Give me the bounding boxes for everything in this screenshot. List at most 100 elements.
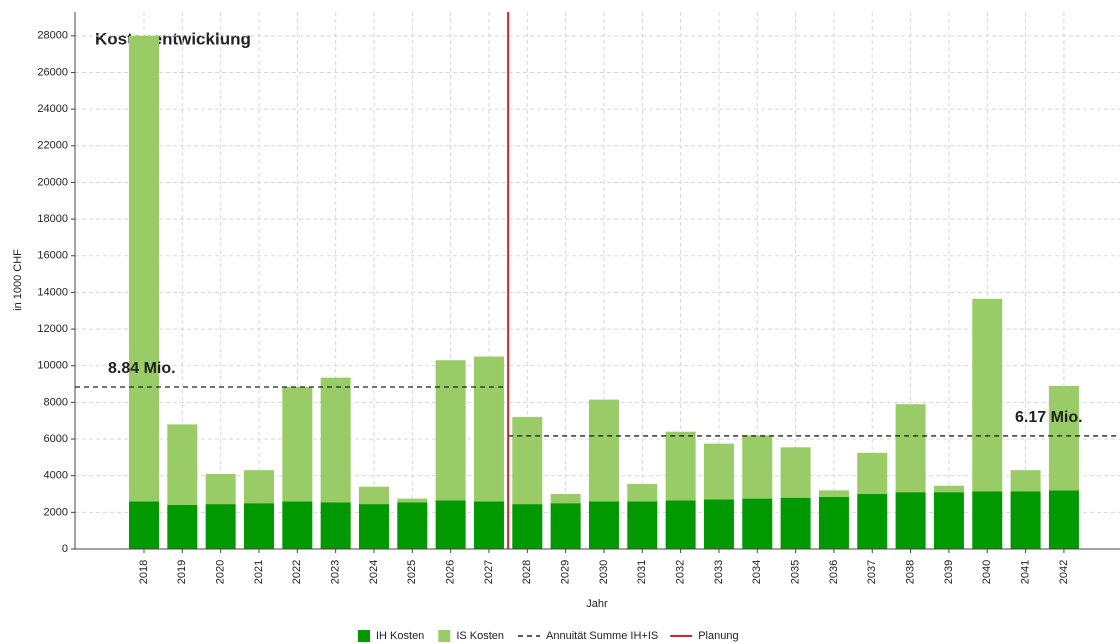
bar-segment (818, 490, 849, 497)
bar-segment (588, 501, 619, 549)
bar-segment (972, 491, 1003, 549)
chart-title: Kostenentwicklung (95, 29, 251, 48)
annuity-label: 8.84 Mio. (108, 360, 176, 377)
y-tick-label: 14000 (37, 286, 68, 298)
bar-segment (473, 501, 504, 549)
y-tick-label: 8000 (44, 396, 68, 408)
x-tick-label: 2042 (1058, 560, 1070, 584)
x-tick-label: 2031 (636, 560, 648, 584)
bar-segment (665, 500, 696, 549)
x-tick-label: 2026 (445, 560, 457, 584)
bar-segment (358, 486, 389, 505)
bar-segment (627, 501, 658, 549)
legend-swatch (358, 630, 370, 642)
x-tick-label: 2033 (713, 560, 725, 584)
bar-segment (972, 298, 1003, 492)
legend-label: IH Kosten (376, 630, 424, 642)
x-tick-label: 2024 (368, 560, 380, 584)
bar-segment (550, 503, 581, 549)
x-tick-label: 2039 (943, 560, 955, 584)
bar-segment (129, 501, 159, 549)
bar-segment (167, 424, 198, 506)
x-tick-label: 2040 (981, 560, 993, 584)
x-axis-label: Jahr (586, 598, 608, 610)
bar-segment (205, 473, 236, 505)
y-tick-label: 4000 (44, 470, 68, 482)
bar-segment (512, 504, 543, 549)
legend-label: IS Kosten (456, 630, 504, 642)
bar-segment (895, 404, 926, 493)
bar-segment (435, 500, 466, 549)
bar-segment (320, 377, 351, 503)
x-tick-label: 2027 (483, 560, 495, 584)
x-tick-label: 2025 (406, 560, 418, 584)
annuity-label: 6.17 Mio. (1015, 409, 1083, 426)
x-tick-label: 2030 (598, 560, 610, 584)
x-tick-label: 2022 (291, 560, 303, 584)
bar-segment (205, 504, 236, 549)
bar-segment (397, 498, 428, 503)
bar-segment (1010, 470, 1041, 492)
bar-segment (665, 431, 696, 501)
y-tick-label: 26000 (37, 66, 68, 78)
x-tick-label: 2018 (138, 560, 150, 584)
y-tick-label: 10000 (37, 360, 68, 372)
bar-segment (895, 492, 926, 549)
bar-segment (1010, 491, 1041, 549)
bar-segment (933, 492, 964, 549)
y-tick-label: 16000 (37, 250, 68, 262)
y-tick-label: 22000 (37, 140, 68, 152)
bar-segment (129, 35, 159, 502)
y-tick-label: 12000 (37, 323, 68, 335)
bar-segment (703, 443, 734, 500)
bar-segment (857, 494, 888, 549)
x-tick-label: 2028 (521, 560, 533, 584)
bar-segment (397, 502, 428, 549)
bar-segment (243, 503, 274, 549)
y-tick-label: 20000 (37, 176, 68, 188)
bar-segment (703, 499, 734, 549)
bar-segment (588, 399, 619, 502)
bar-segment (550, 494, 581, 504)
bar-segment (742, 435, 773, 499)
bar-segment (243, 470, 274, 504)
x-tick-label: 2034 (751, 560, 763, 584)
bar-segment (282, 501, 313, 549)
x-tick-label: 2020 (215, 560, 227, 584)
legend-swatch (438, 630, 451, 642)
y-tick-label: 2000 (44, 506, 68, 518)
bar-segment (780, 497, 811, 549)
bar-segment (282, 386, 313, 502)
y-axis-label: in 1000 CHF (12, 249, 24, 311)
y-tick-label: 18000 (37, 213, 68, 225)
y-tick-label: 28000 (37, 30, 68, 42)
x-tick-label: 2032 (675, 560, 687, 584)
bar-segment (857, 452, 888, 495)
bar-segment (742, 498, 773, 549)
x-tick-label: 2035 (790, 560, 802, 584)
x-tick-label: 2038 (905, 560, 917, 584)
bar-segment (780, 447, 811, 498)
x-tick-label: 2037 (866, 560, 878, 584)
bar-segment (435, 360, 466, 501)
x-tick-label: 2029 (560, 560, 572, 584)
bar-segment (1048, 385, 1079, 491)
x-tick-label: 2019 (176, 560, 188, 584)
bar-segment (512, 417, 543, 505)
y-tick-label: 24000 (37, 103, 68, 115)
x-tick-label: 2036 (828, 560, 840, 584)
y-tick-label: 0 (62, 543, 68, 555)
legend-label: Annuität Summe IH+IS (546, 630, 658, 642)
bar-segment (627, 483, 658, 502)
bar-segment (167, 505, 198, 549)
x-tick-label: 2041 (1019, 560, 1031, 584)
bar-segment (320, 502, 351, 549)
bar-segment (358, 504, 389, 549)
bar-segment (933, 485, 964, 493)
x-tick-label: 2021 (253, 560, 265, 584)
legend-label: Planung (698, 630, 738, 642)
bar-segment (818, 496, 849, 549)
x-tick-label: 2023 (330, 560, 342, 584)
y-tick-label: 6000 (44, 433, 68, 445)
